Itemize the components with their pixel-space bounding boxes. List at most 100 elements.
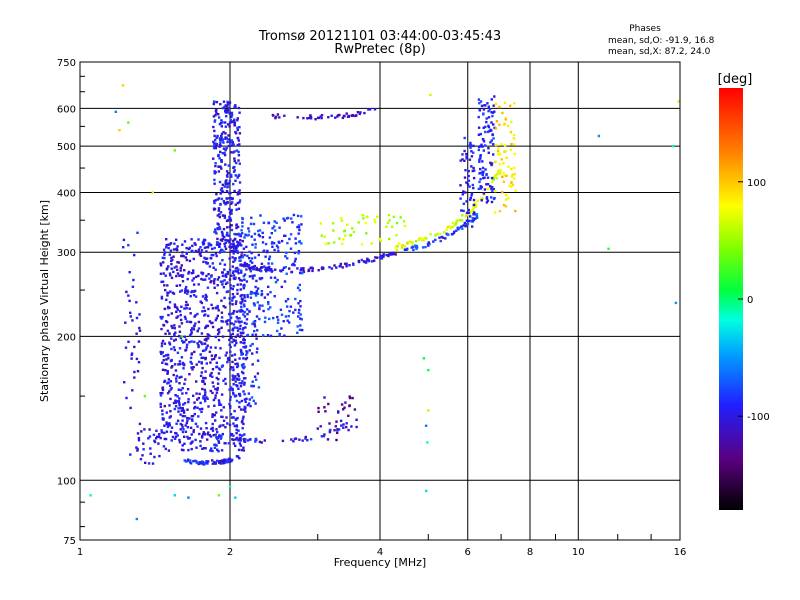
data-point [251,380,254,383]
data-point [225,351,228,354]
data-point [241,380,244,383]
data-point [502,171,505,175]
data-point [173,327,176,330]
data-point [268,255,272,258]
data-point [159,262,162,265]
data-point [242,415,245,418]
data-point [292,440,295,443]
data-point [195,459,198,463]
data-point [241,232,244,235]
data-point [127,340,130,343]
data-point [228,121,232,124]
data-point [386,253,389,257]
data-point [231,239,235,243]
data-point [483,104,486,107]
data-point [191,419,194,422]
data-point [164,369,167,372]
data-point [229,413,233,416]
data-point [125,396,128,400]
data-point [185,285,188,289]
data-point [212,357,216,361]
data-point [233,232,236,236]
data-point [142,442,145,445]
data-point [464,225,467,228]
data-point [402,220,406,223]
data-point [283,280,287,283]
data-point [147,462,151,465]
data-point [175,306,179,309]
data-point [195,461,198,464]
data-point [227,240,230,243]
data-point [510,143,513,146]
data-point [504,116,508,120]
data-point [458,226,461,229]
data-point [252,222,256,226]
data-point [203,462,206,465]
data-point [414,244,417,247]
data-point [245,262,249,266]
data-point [292,262,295,266]
data-point [162,261,165,264]
data-point [472,198,476,202]
data-point [215,411,218,414]
data-point [239,283,242,286]
data-point [192,283,196,286]
data-point [173,363,177,366]
data-point [239,348,243,352]
data-point [208,277,211,280]
data-point [503,101,507,104]
data-point [289,247,293,250]
data-point [224,163,227,166]
data-point [190,272,194,275]
data-point [228,388,231,391]
data-point [236,225,240,229]
data-point [180,423,184,427]
data-point [283,219,286,222]
data-point [257,233,260,236]
data-point [309,266,312,270]
data-point [491,111,495,114]
data-point [243,310,246,314]
data-point [395,234,398,237]
data-point [285,272,288,275]
data-point [239,243,242,247]
data-point [355,418,358,421]
data-point [230,113,234,116]
data-point [231,265,234,268]
data-point [459,184,462,187]
data-point [324,410,327,413]
data-point [166,353,169,357]
data-point [215,243,219,246]
data-point [213,208,216,211]
data-point [167,313,170,317]
data-point [348,404,351,407]
data-point [236,364,240,368]
data-point [489,185,492,188]
data-point [165,421,168,424]
data-point [210,257,213,260]
data-point [491,186,494,189]
data-point [461,227,464,230]
data-point [370,242,373,245]
data-point [185,300,188,304]
data-point [224,442,227,445]
data-point [191,418,194,421]
data-point [196,425,199,428]
data-point [239,439,242,442]
y-tick-label: 200 [57,332,76,343]
data-point [209,374,212,378]
data-point [178,401,181,405]
data-point [288,309,291,313]
data-point [233,238,236,242]
data-point [222,200,226,203]
data-point [203,433,206,436]
data-point [240,353,243,356]
data-point [468,158,472,161]
data-point [228,197,231,200]
data-point [260,262,264,265]
data-point [243,305,246,308]
data-point [357,259,360,263]
data-point [507,197,510,200]
data-point [123,381,126,384]
data-point [217,309,220,312]
